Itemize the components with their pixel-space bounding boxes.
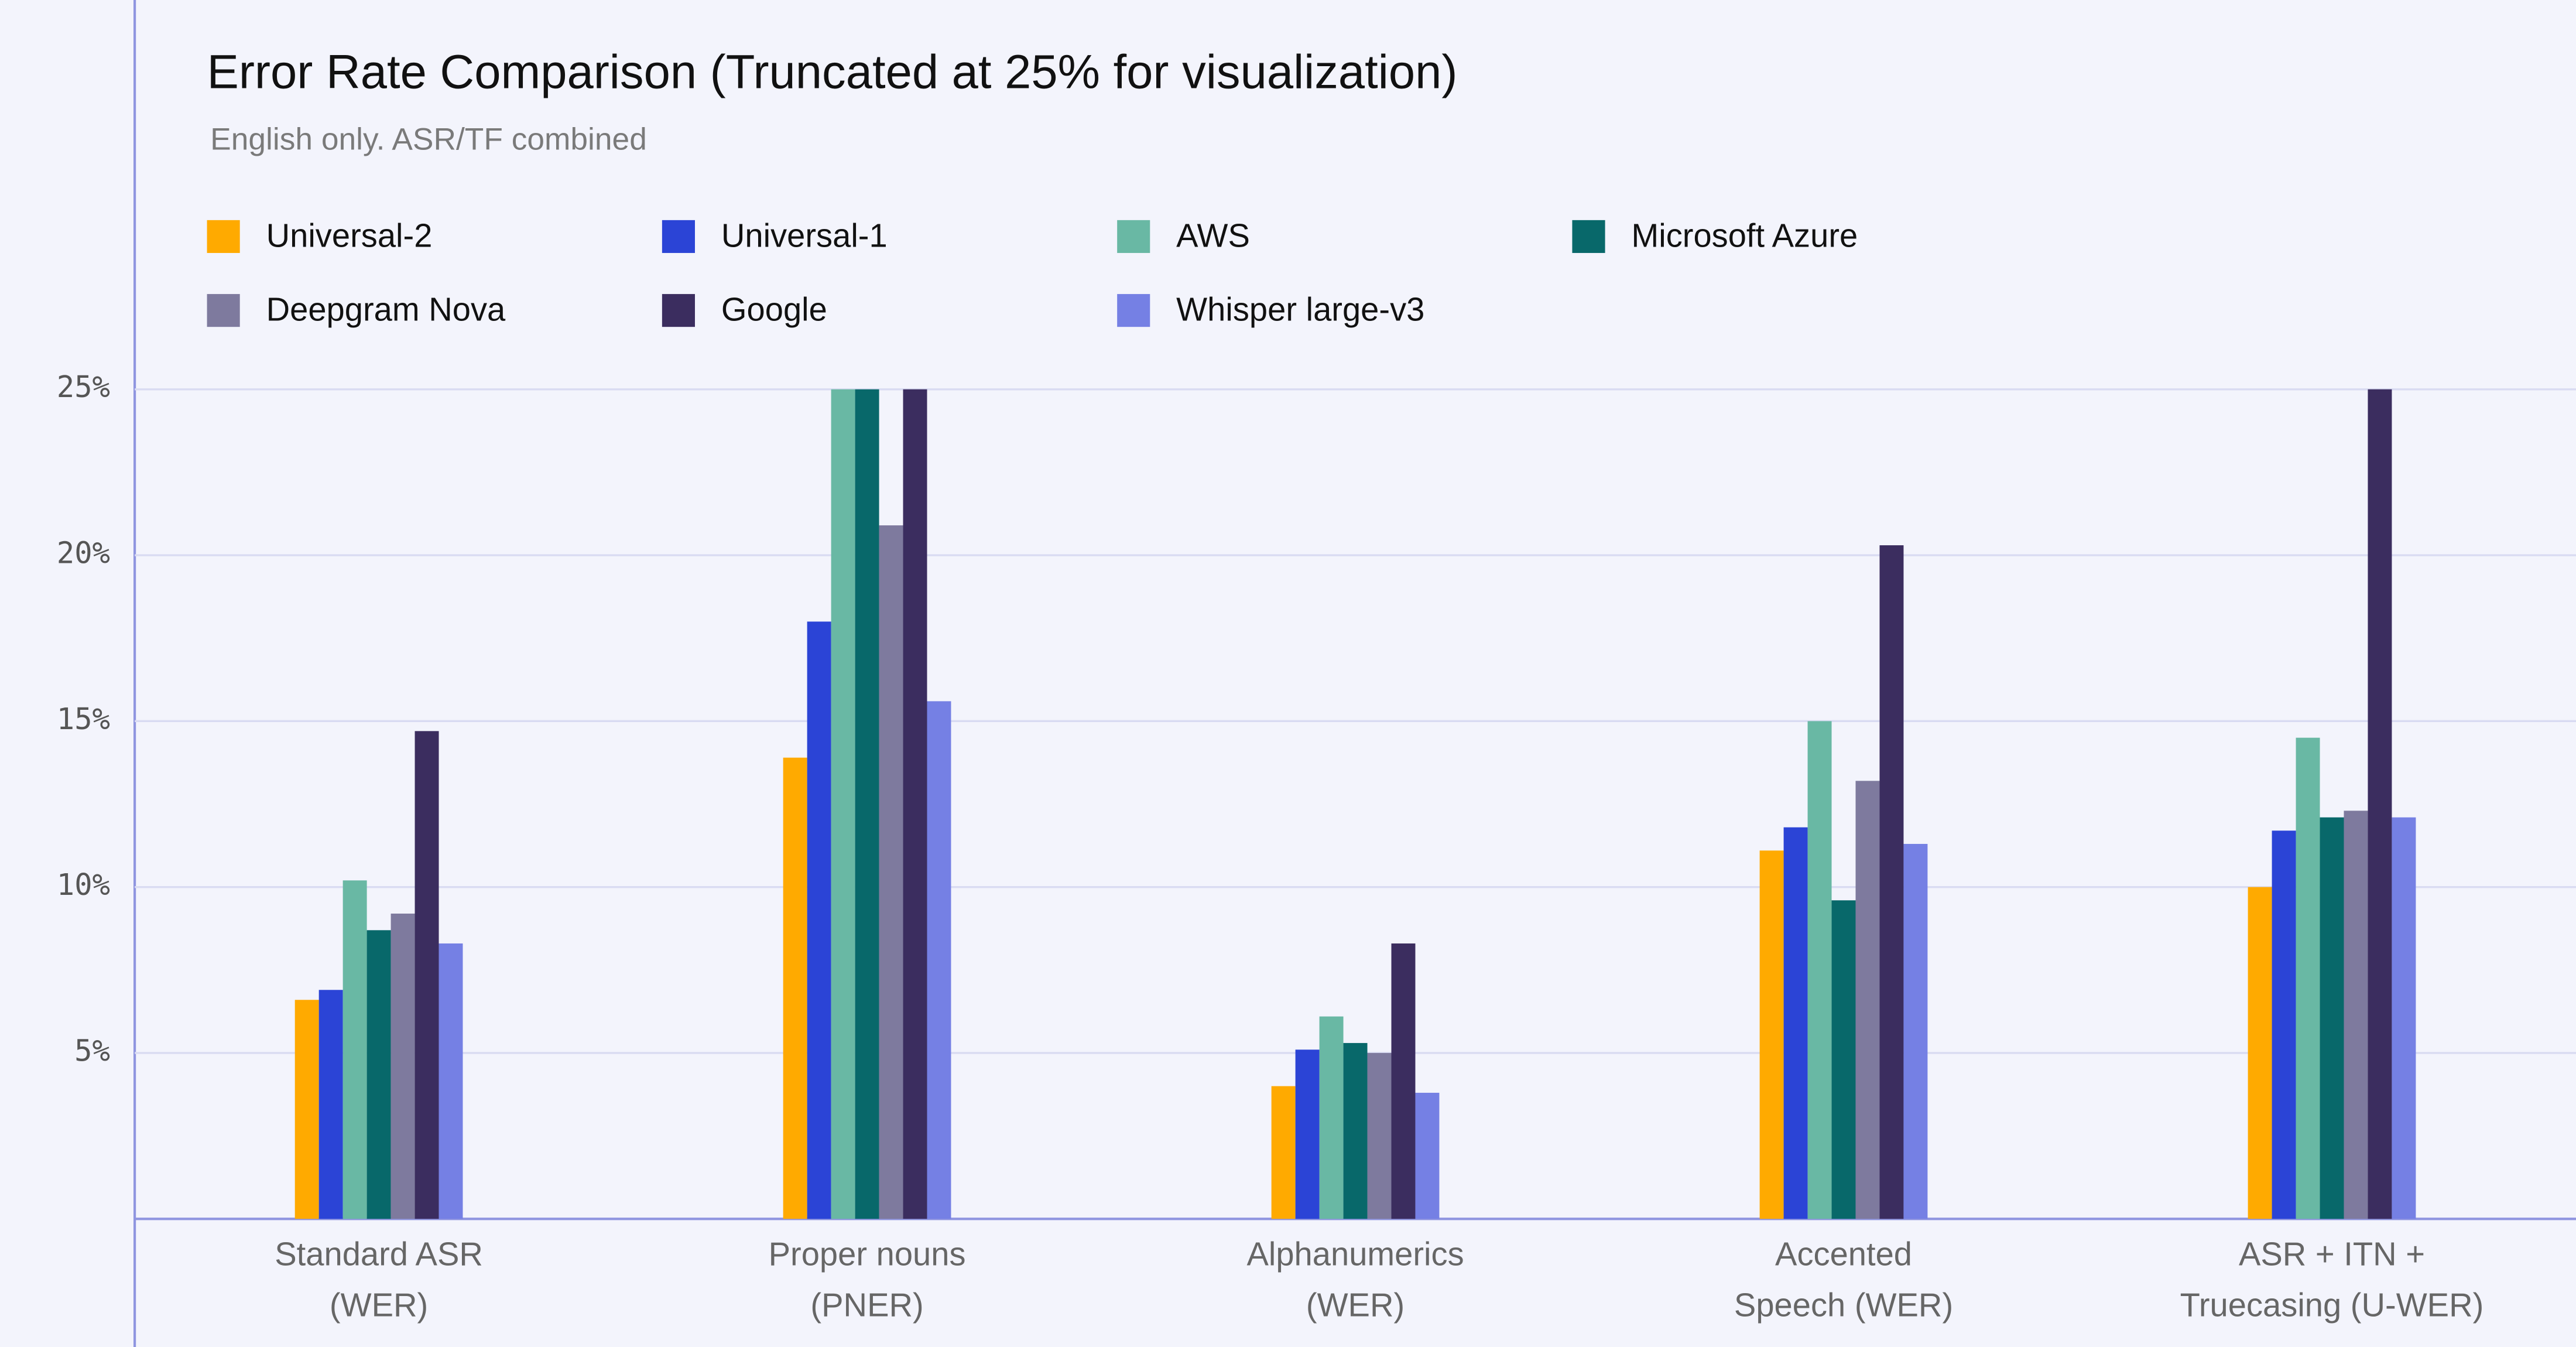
legend-label: Whisper large-v3 — [1176, 291, 1424, 328]
bar — [831, 389, 855, 1219]
bar — [1879, 545, 1904, 1219]
bar — [2248, 887, 2272, 1219]
x-tick-label: (PNER) — [810, 1287, 923, 1324]
legend-label: Universal-1 — [721, 217, 888, 254]
legend-swatch — [662, 220, 695, 253]
x-tick-label: Alphanumerics — [1246, 1236, 1464, 1273]
y-tick-label: 10% — [57, 867, 110, 902]
bar — [1807, 721, 1832, 1219]
bar — [879, 525, 903, 1219]
legend-swatch — [662, 294, 695, 327]
bar — [1415, 1092, 1440, 1219]
bar — [927, 701, 951, 1219]
bar — [1367, 1052, 1392, 1219]
x-tick-label: Speech (WER) — [1734, 1287, 1953, 1324]
x-tick-label: Proper nouns — [769, 1236, 966, 1273]
bar — [2320, 817, 2344, 1219]
bar — [1391, 943, 1416, 1219]
bar — [1831, 900, 1856, 1219]
x-tick-label: ASR + ITN + — [2239, 1236, 2425, 1273]
bar — [903, 389, 927, 1219]
bar — [415, 731, 439, 1219]
bar — [1903, 843, 1928, 1219]
x-tick-label: (WER) — [1306, 1287, 1405, 1324]
legend-swatch — [207, 294, 240, 327]
bar — [294, 1000, 319, 1219]
bar — [783, 757, 807, 1219]
bar — [1855, 781, 1880, 1219]
legend-label: Universal-2 — [266, 217, 433, 254]
bar — [1319, 1016, 1344, 1219]
legend-label: Google — [721, 291, 827, 328]
legend-swatch — [207, 220, 240, 253]
y-tick-label: 25% — [57, 370, 110, 404]
legend-swatch — [1572, 220, 1605, 253]
bar — [807, 621, 831, 1219]
bar — [1343, 1042, 1368, 1219]
bar — [342, 880, 367, 1219]
bar — [1295, 1049, 1320, 1219]
chart-title: Error Rate Comparison (Truncated at 25% … — [207, 46, 1458, 99]
chart-subtitle: English only. ASR/TF combined — [210, 122, 647, 156]
legend-label: AWS — [1176, 217, 1250, 254]
bar — [2392, 817, 2416, 1219]
x-tick-label: (WER) — [330, 1287, 428, 1324]
legend-label: Microsoft Azure — [1631, 217, 1858, 254]
bar — [2368, 389, 2392, 1219]
bar — [318, 990, 343, 1219]
bar — [439, 943, 463, 1219]
x-tick-label: Standard ASR — [275, 1236, 483, 1273]
x-tick-label: Truecasing (U-WER) — [2180, 1287, 2484, 1324]
bar — [390, 913, 415, 1219]
y-tick-label: 20% — [57, 536, 110, 570]
bar — [1783, 827, 1808, 1219]
bar — [855, 389, 879, 1219]
bar — [1271, 1086, 1296, 1219]
y-tick-label: 15% — [57, 702, 110, 736]
legend-swatch — [1117, 294, 1150, 327]
bar — [2272, 830, 2296, 1219]
legend-swatch — [1117, 220, 1150, 253]
x-tick-label: Accented — [1775, 1236, 1912, 1273]
bar — [1759, 850, 1784, 1219]
y-tick-label: 5% — [74, 1033, 110, 1068]
bar — [366, 930, 391, 1219]
legend-label: Deepgram Nova — [266, 291, 506, 328]
bar — [2344, 811, 2368, 1219]
bar — [2296, 737, 2320, 1219]
